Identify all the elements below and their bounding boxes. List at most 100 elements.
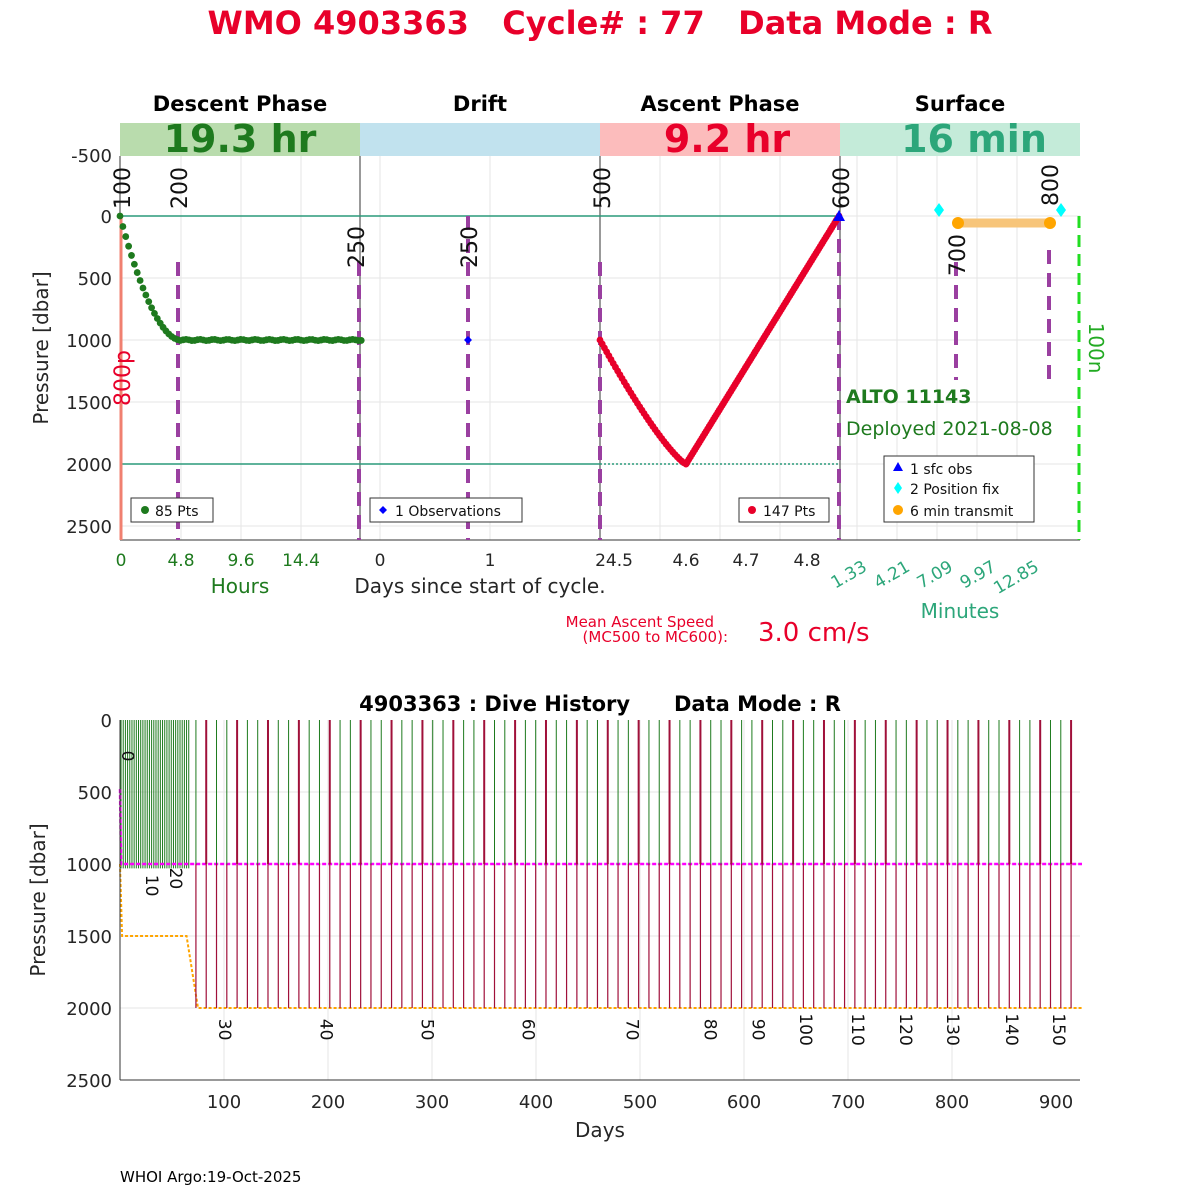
cycle-number-label: 40: [316, 1019, 336, 1041]
phase-duration-ascent: 9.2 hr: [664, 117, 791, 161]
drift-legend-label: 1 Observations: [395, 504, 501, 520]
descent-xlabel: Hours: [211, 574, 270, 598]
mc-label: 100: [111, 167, 136, 209]
mc-label: 250: [458, 226, 483, 268]
mc-markers: [176, 216, 1051, 540]
bottom-xtick-label: 100: [207, 1092, 241, 1113]
mc-label: 800: [1039, 164, 1064, 206]
main-title: WMO 4903363 Cycle# : 77 Data Mode : R: [208, 4, 993, 42]
ascent-legend-label: 147 Pts: [763, 504, 815, 520]
drift-series: [464, 336, 472, 344]
cycle-number-label: 0: [117, 751, 137, 762]
ascent-xtick-label: 4.7: [732, 551, 759, 571]
descent-point: [116, 212, 124, 220]
phase-name-descent: Descent Phase: [153, 92, 327, 116]
cycle-xlabel: Days since start of cycle.: [354, 574, 605, 598]
bottom-ytick-label: 2500: [66, 1071, 112, 1092]
surface-legend-label: 6 min transmit: [910, 504, 1014, 520]
descent-point: [130, 260, 138, 268]
bottom-ytick-label: 0: [101, 711, 112, 732]
phase-band-ascent: [600, 123, 840, 156]
descent-point: [139, 284, 147, 292]
descent-xtick-label: 14.4: [282, 551, 320, 571]
descent-point: [133, 269, 141, 276]
bottom-ytick-label: 2000: [66, 999, 112, 1020]
cycle-number-label: 70: [621, 1019, 641, 1041]
descent-point: [357, 337, 365, 344]
descent-xtick-label: 4.8: [167, 551, 194, 571]
cycle-number-label: 10: [141, 875, 161, 897]
cycle-number-label: 110: [847, 1013, 867, 1045]
top-ytick-label: 2500: [66, 517, 112, 538]
top-ytick-label: 2000: [66, 455, 112, 476]
cycle-number-label: 100: [795, 1013, 815, 1045]
descent-point: [145, 298, 153, 306]
bottom-grid: [120, 720, 1080, 1080]
drift-observation-point: [464, 336, 472, 344]
mean-speed-label-2: (MC500 to MC600):: [583, 628, 728, 646]
float-name: ALTO 11143: [846, 386, 972, 408]
bottom-xtick-label: 200: [311, 1092, 345, 1113]
bottom-ylabel: Pressure [dbar]: [26, 823, 50, 976]
surface-xlabel: Minutes: [921, 599, 1000, 623]
mean-speed-value: 3.0 cm/s: [758, 618, 870, 648]
descent-series: [116, 212, 365, 345]
descent-side-label: 800p: [111, 350, 136, 406]
cycle-number-label: 150: [1048, 1013, 1068, 1045]
ascent-xtick-label: 4.6: [672, 551, 699, 571]
cycle-number-label: 130: [942, 1013, 962, 1045]
bottom-xtick-label: 400: [519, 1092, 553, 1113]
position-fix-point: [934, 203, 944, 217]
descent-point: [151, 309, 158, 317]
surface-legend: 1 sfc obs 2 Position fix 6 min transmit: [883, 455, 1035, 523]
descent-point: [142, 291, 150, 299]
mc-label: 200: [168, 167, 193, 209]
surface-xtick-label: 7.09: [914, 557, 957, 593]
descent-point: [119, 223, 127, 230]
top-ytick-label: -500: [71, 146, 112, 167]
drift-xtick-label: 1: [485, 551, 496, 571]
footer-credit: WHOI Argo:19-Oct-2025: [120, 1168, 301, 1186]
position-fix-point: [1056, 203, 1066, 217]
bottom-xtick-label: 600: [727, 1092, 761, 1113]
descent-legend: 85 Pts: [130, 497, 214, 523]
surface-legend-label: 1 sfc obs: [910, 462, 972, 478]
top-panel: -500 0 500 1000 1500 2000 2500 Pressure …: [29, 146, 1108, 648]
bottom-xtick-label: 300: [415, 1092, 449, 1113]
ascent-legend: 147 Pts: [738, 497, 830, 523]
sfc-obs-point: [833, 210, 845, 221]
top-ytick-label: 500: [78, 269, 112, 290]
dive-history-series: [118, 720, 1082, 1009]
cycle-number-label: 60: [517, 1019, 537, 1041]
phase-duration-surface: 16 min: [901, 117, 1047, 161]
bottom-ytick-label: 500: [78, 783, 112, 804]
bottom-ytick-label: 1000: [66, 855, 112, 876]
phase-name-ascent: Ascent Phase: [641, 92, 800, 116]
mc-label: 600: [830, 167, 855, 209]
descent-point: [136, 277, 144, 284]
ascent-xtick-label: 4.8: [793, 551, 820, 571]
cycle-number-label: 90: [747, 1019, 767, 1041]
cycle-number-label: 20: [165, 868, 185, 890]
descent-point: [125, 242, 133, 250]
surface-xtick-label: 4.21: [871, 557, 914, 593]
surface-xtick-label: 1.33: [828, 557, 871, 593]
top-ytick-label: 1500: [66, 393, 112, 414]
bottom-xtick-label: 500: [623, 1092, 657, 1113]
bottom-panel: 4903363 : Dive History Data Mode : R 0 5…: [26, 692, 1082, 1142]
mean-speed-label-1: Mean Ascent Speed: [566, 613, 714, 631]
drift-legend: 1 Observations: [369, 497, 523, 523]
bottom-xtick-label: 900: [1039, 1092, 1073, 1113]
descent-point: [128, 252, 135, 259]
phase-band-surface: [840, 123, 1080, 156]
bottom-ytick-label: 1500: [66, 927, 112, 948]
ascent-xtick-label: 24.5: [595, 551, 633, 571]
ascent-series: [596, 212, 843, 468]
mc-label: 500: [591, 167, 616, 209]
descent-point: [148, 304, 155, 312]
top-ytick-label: 0: [101, 207, 112, 228]
cycle-number-labels: 0 10 20 30 40 50 60 70 80 90 100 110 120 130 140 150: [117, 751, 1068, 1046]
phase-name-drift: Drift: [453, 92, 507, 116]
descent-xtick-label: 0: [116, 551, 127, 571]
